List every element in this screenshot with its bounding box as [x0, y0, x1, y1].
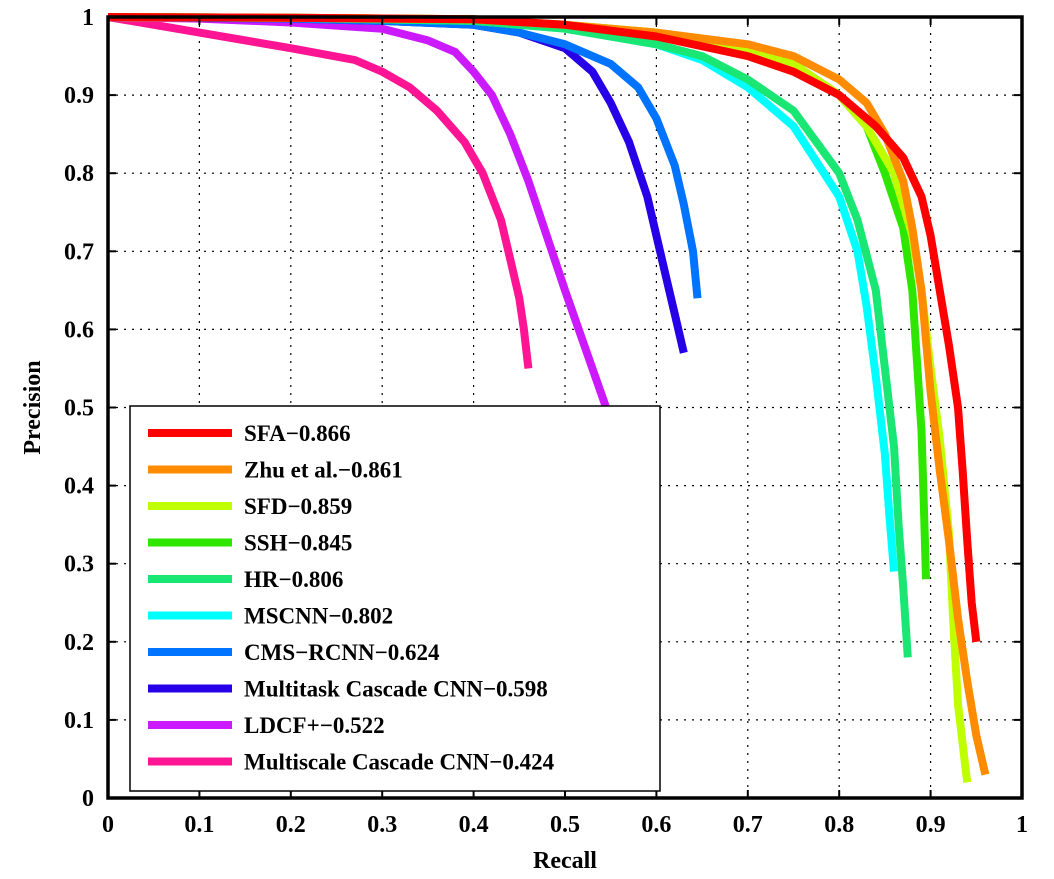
x-tick-label: 1 — [1016, 812, 1028, 838]
y-tick-label: 1 — [82, 5, 94, 31]
x-tick-label: 0.9 — [916, 812, 946, 838]
y-axis-title: Precision — [20, 360, 46, 454]
series-line-8 — [107, 13, 610, 409]
y-tick-label: 0.1 — [64, 708, 94, 734]
legend-label: Multitask Cascade CNN−0.598 — [244, 677, 548, 702]
legend-label: MSCNN−0.802 — [244, 604, 393, 629]
x-tick-label: 0.7 — [733, 812, 763, 838]
y-tick-label: 0 — [82, 786, 94, 812]
legend-label: HR−0.806 — [244, 567, 343, 592]
legend-label: CMS−RCNN−0.624 — [244, 640, 440, 665]
tick-labels: 0 0.1 0.2 0.3 0.4 0.5 0.6 0.7 0.8 0.9 1 0 0.1 0.2 0.3 0… — [64, 5, 1028, 838]
y-tick-label: 0.6 — [64, 317, 94, 343]
series-line-6 — [107, 13, 702, 299]
x-tick-label: 0.6 — [641, 812, 671, 838]
legend-label: SSH−0.845 — [244, 531, 352, 556]
x-tick-label: 0.8 — [824, 812, 854, 838]
x-tick-label: 0.5 — [550, 812, 580, 838]
legend-label: Multiscale Cascade CNN−0.424 — [244, 750, 555, 775]
x-tick-label: 0.4 — [459, 812, 489, 838]
series-line-9 — [107, 13, 533, 369]
x-axis-title: Recall — [533, 848, 597, 874]
series-line-7 — [107, 13, 688, 354]
legend-label: SFA−0.866 — [244, 421, 351, 446]
y-tick-label: 0.8 — [64, 161, 94, 187]
legend-label: LDCF+−0.522 — [244, 713, 385, 738]
y-tick-label: 0.3 — [64, 552, 94, 578]
legend-label: SFD−0.859 — [244, 494, 352, 519]
y-tick-label: 0.7 — [64, 239, 94, 265]
y-tick-label: 0.4 — [64, 474, 94, 500]
y-tick-label: 0.5 — [64, 396, 94, 422]
x-tick-label: 0.1 — [184, 812, 214, 838]
y-tick-label: 0.9 — [64, 83, 94, 109]
legend: SFA−0.866 Zhu et al.−0.861 SFD−0.859 SSH−0.… — [129, 405, 661, 792]
x-tick-label: 0.2 — [276, 812, 306, 838]
x-tick-label: 0.3 — [367, 812, 397, 838]
y-tick-label: 0.2 — [64, 630, 94, 656]
legend-label: Zhu et al.−0.861 — [244, 458, 403, 483]
x-tick-label: 0 — [102, 812, 114, 838]
